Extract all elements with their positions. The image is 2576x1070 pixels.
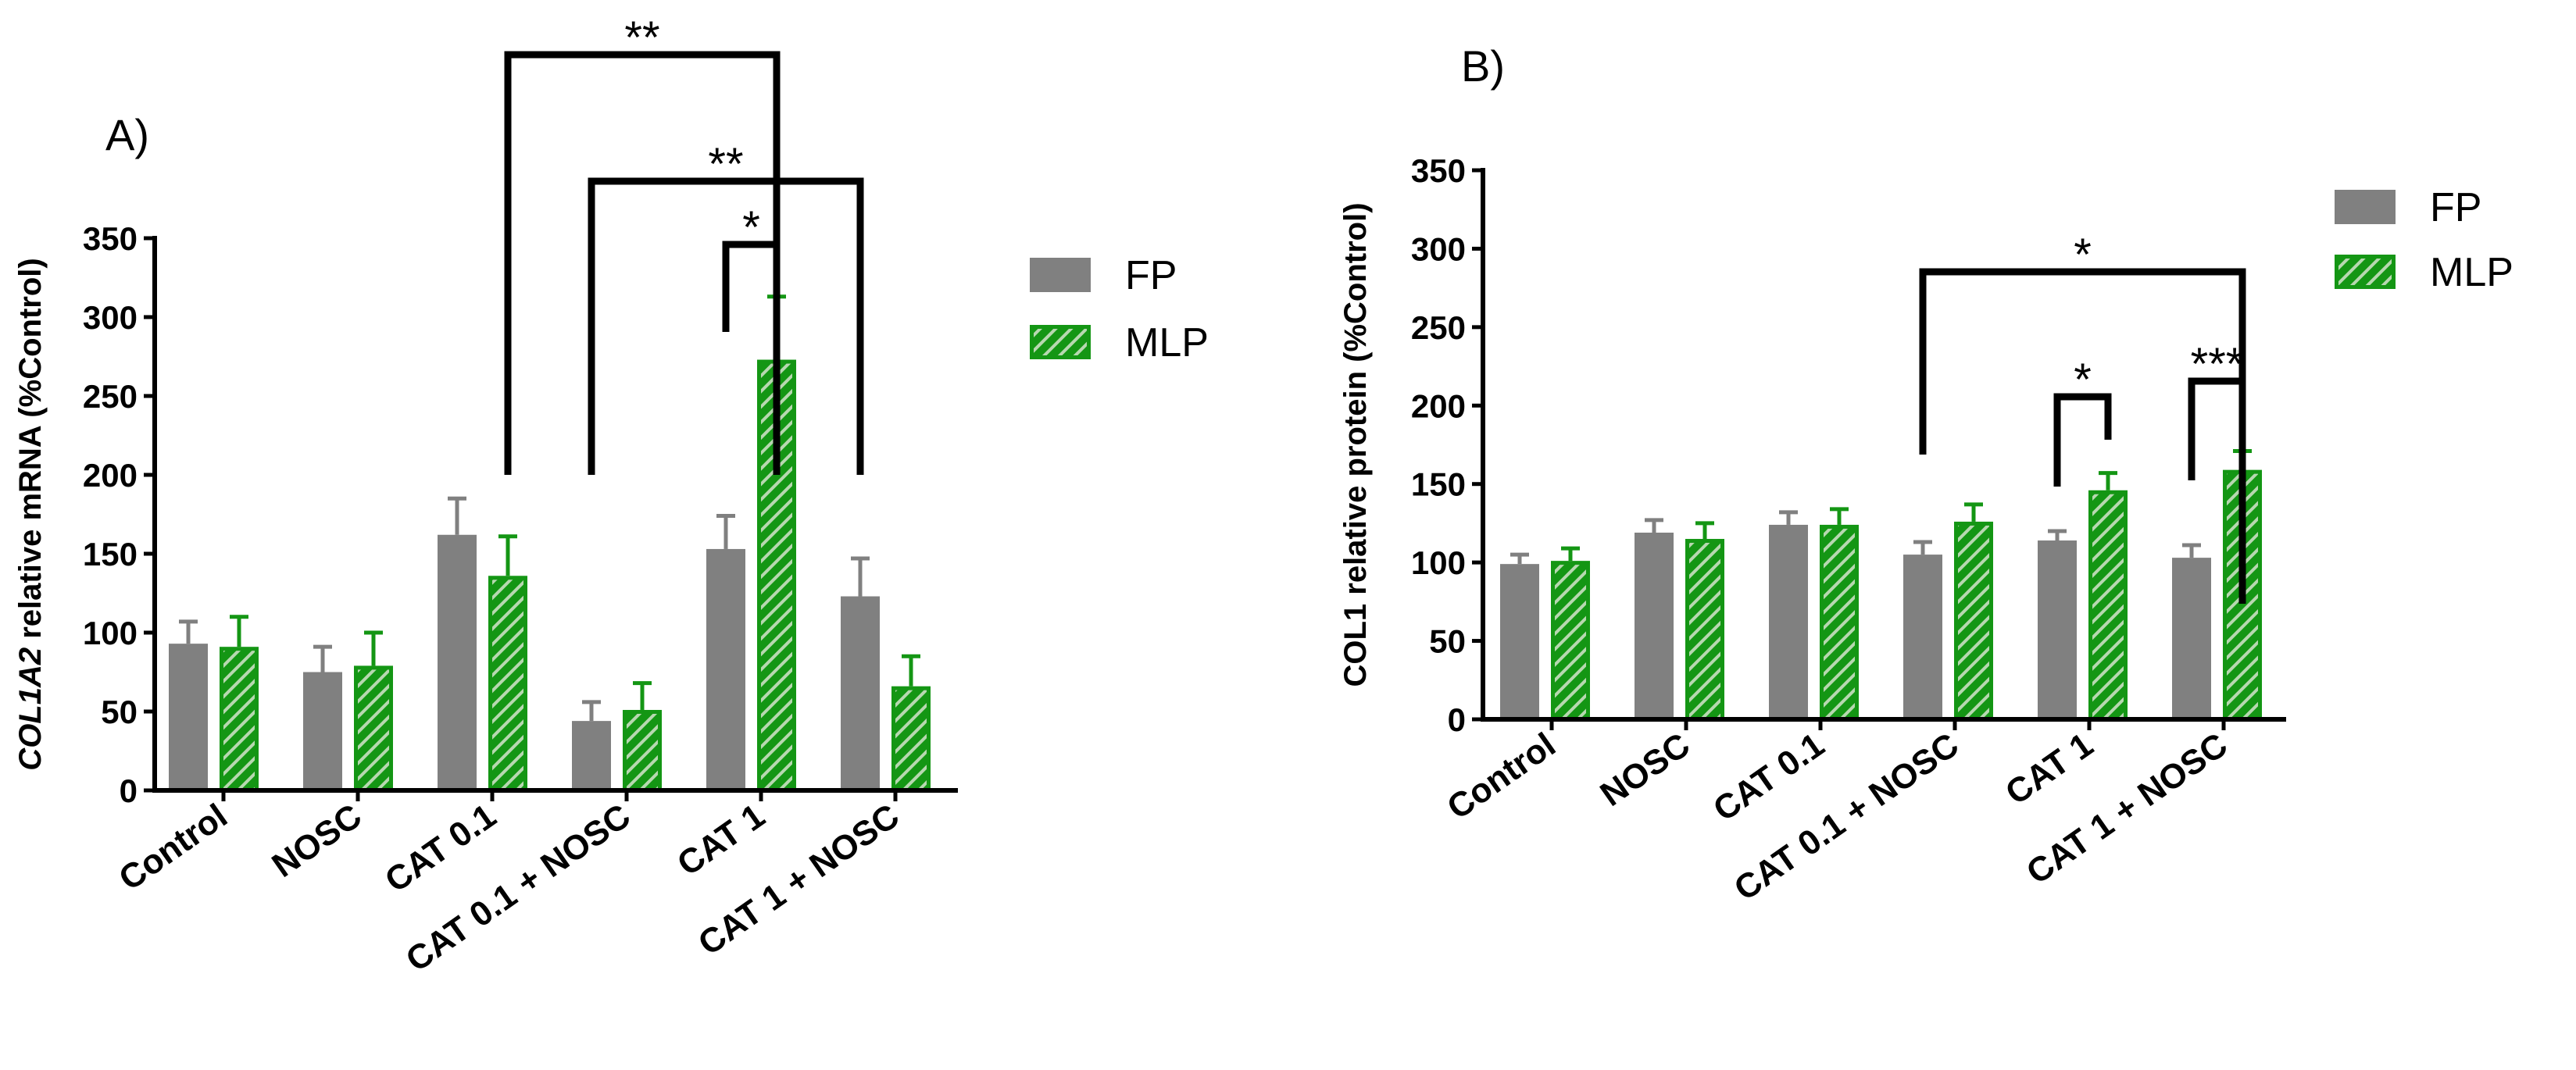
x-tick-label: CAT 0.1 <box>1706 726 1831 829</box>
y-tick-label: 300 <box>83 299 138 336</box>
y-tick-label: 150 <box>83 536 138 572</box>
bar-mlp <box>488 576 527 793</box>
significance-label: ** <box>708 139 743 190</box>
x-tick-label: NOSC <box>265 797 368 885</box>
bar-fp <box>303 672 342 790</box>
bar-mlp <box>354 665 393 793</box>
legend-label-mlp: MLP <box>2430 250 2513 295</box>
y-axis-label-text: COL1 relative protein (%Control) <box>1338 202 1373 687</box>
x-tick-label: Control <box>113 797 234 898</box>
y-tick-label: 250 <box>1411 309 1466 346</box>
bar-fp <box>169 644 208 790</box>
y-tick-label: 100 <box>83 615 138 651</box>
y-axis-label-text: relative mRNA (%Control) <box>13 258 48 647</box>
bar-fp <box>1903 555 1942 719</box>
bar-fp <box>841 596 880 790</box>
legend-swatch-mlp <box>1030 325 1091 359</box>
y-tick-label: 50 <box>101 694 138 730</box>
y-axis-label-gene: COL1A2 <box>13 647 48 771</box>
x-tick-label: CAT 0.1 + NOSC <box>1727 726 1966 908</box>
y-tick-label: 50 <box>1429 623 1466 660</box>
y-tick-label: 300 <box>1411 230 1466 267</box>
x-tick-label: CAT 0.1 <box>378 797 503 900</box>
bar-fp <box>1635 532 1674 719</box>
bar-mlp <box>1820 524 1859 722</box>
y-tick-label: 200 <box>1411 387 1466 424</box>
bar-mlp <box>1954 521 1993 722</box>
y-tick-label: 150 <box>1411 466 1466 503</box>
y-tick-label: 350 <box>83 220 138 257</box>
legend-swatch-fp <box>2335 190 2396 224</box>
x-tick-label: Control <box>1441 726 1563 827</box>
significance-bracket <box>504 51 781 475</box>
significance-bracket <box>1919 268 2246 604</box>
significance-label: * <box>2074 355 2092 405</box>
bar-fp <box>2172 558 2211 719</box>
x-tick-label: CAT 0.1 + NOSC <box>399 797 638 979</box>
legend-label-mlp: MLP <box>1125 320 1209 366</box>
y-tick-label: 250 <box>83 378 138 415</box>
legend-swatch-mlp <box>2335 255 2396 289</box>
panel-a-label: A) <box>105 110 149 159</box>
y-tick-label: 0 <box>120 772 138 809</box>
bar-fp <box>706 548 745 790</box>
y-axis-label: COL1A2 relative mRNA (%Control) <box>13 258 48 770</box>
legend-label-fp: FP <box>2430 185 2481 230</box>
bar-fp <box>572 721 611 790</box>
bar-mlp <box>2088 490 2128 722</box>
significance-bracket <box>2188 377 2246 480</box>
significance-label: * <box>742 202 760 253</box>
bar-fp <box>1769 524 1808 719</box>
significance-bracket <box>722 241 781 332</box>
significance-bracket <box>588 177 864 475</box>
y-tick-label: 350 <box>1411 152 1466 189</box>
legend-swatch-fp <box>1030 258 1091 292</box>
bar-mlp <box>220 647 259 793</box>
bar-fp <box>1500 564 1539 719</box>
legend-label-fp: FP <box>1125 253 1177 298</box>
significance-label: ** <box>624 12 659 63</box>
significance-bracket <box>2053 393 2112 487</box>
bar-fp <box>438 534 477 790</box>
significance-label: *** <box>2191 339 2244 390</box>
bar-mlp <box>1551 561 1590 722</box>
x-tick-label: CAT 1 <box>1999 726 2100 812</box>
x-tick-label: NOSC <box>1593 726 1696 814</box>
y-tick-label: 0 <box>1448 701 1466 738</box>
y-tick-label: 200 <box>83 457 138 494</box>
x-tick-label: CAT 1 <box>670 797 772 883</box>
panel-b-label: B) <box>1461 41 1505 91</box>
significance-label: * <box>2074 230 2092 280</box>
bar-mlp <box>623 709 662 793</box>
y-tick-label: 100 <box>1411 544 1466 581</box>
bar-fp <box>2038 540 2077 719</box>
y-axis-label: COL1 relative protein (%Control) <box>1338 202 1373 687</box>
bar-mlp <box>1685 539 1724 722</box>
bar-mlp <box>891 686 931 793</box>
